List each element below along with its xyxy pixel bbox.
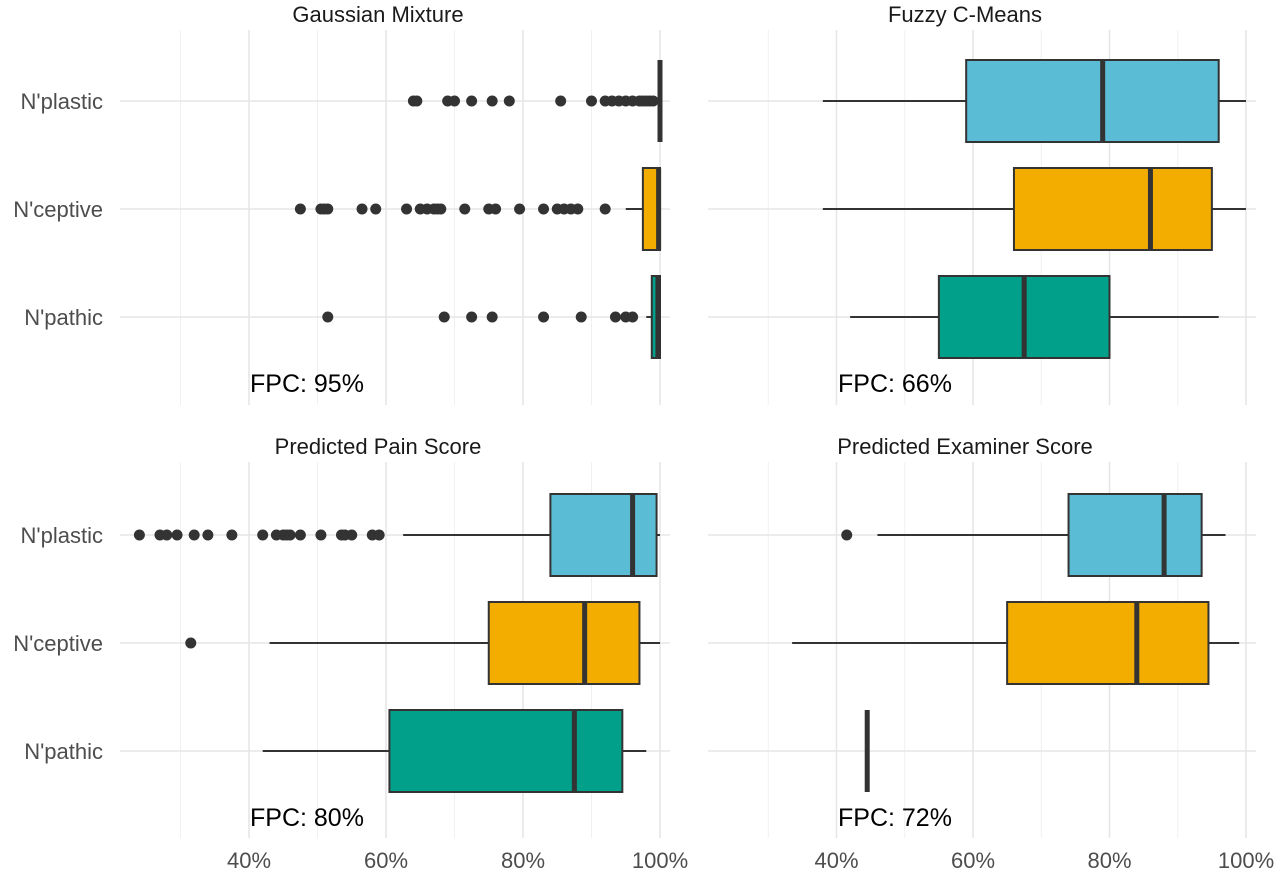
outlier-point[interactable] [438,311,450,323]
x-tick-label: 80% [1087,848,1131,873]
outlier-point[interactable] [346,529,358,541]
outlier-point[interactable] [401,203,413,215]
x-tick-label: 100% [1218,848,1274,873]
outlier-point[interactable] [486,95,498,107]
outlier-point[interactable] [575,311,587,323]
outlier-point[interactable] [459,203,471,215]
outlier-point[interactable] [294,203,306,215]
category-label: N'ceptive [13,197,103,222]
box-iqr[interactable] [388,709,624,793]
fpc-annotation: FPC: 95% [250,370,364,398]
x-tick-label: 60% [951,848,995,873]
panel-title: Gaussian Mixture [292,2,463,27]
outlier-point[interactable] [538,311,550,323]
outlier-point[interactable] [647,95,659,107]
outlier-point[interactable] [503,95,515,107]
outlier-point[interactable] [373,529,385,541]
outlier-point[interactable] [161,529,173,541]
box-iqr[interactable] [549,493,658,577]
outlier-point[interactable] [257,529,269,541]
outlier-point[interactable] [370,203,382,215]
category-label: N'plastic [21,523,103,548]
outlier-point[interactable] [322,203,334,215]
outlier-point[interactable] [356,203,368,215]
x-tick-label: 40% [227,848,271,873]
outlier-point[interactable] [449,95,460,107]
outlier-point[interactable] [294,529,306,541]
outlier-point[interactable] [202,529,214,541]
x-tick-label: 40% [814,848,858,873]
x-tick-label: 80% [501,848,545,873]
outlier-point[interactable] [514,203,526,215]
x-tick-label: 60% [364,848,408,873]
x-tick-label: 100% [632,848,688,873]
outlier-point[interactable] [466,311,478,323]
fpc-annotation: FPC: 66% [838,370,952,398]
outlier-point[interactable] [627,311,639,323]
box-iqr[interactable] [965,59,1220,143]
outlier-point[interactable] [284,529,296,541]
outlier-point[interactable] [490,203,502,215]
outlier-point[interactable] [188,529,200,541]
fpc-annotation: FPC: 72% [838,804,952,832]
outlier-point[interactable] [226,529,238,541]
outlier-point[interactable] [466,95,478,107]
box-iqr[interactable] [1067,493,1203,577]
outlier-point[interactable] [572,203,584,215]
box-iqr[interactable] [1006,601,1210,685]
outlier-point[interactable] [435,203,447,215]
category-label: N'pathic [24,739,103,764]
panel-title: Predicted Examiner Score [837,434,1093,459]
outlier-point[interactable] [555,95,567,107]
panel-title: Fuzzy C-Means [888,2,1042,27]
outlier-point[interactable] [133,529,145,541]
category-label: N'pathic [24,305,103,330]
fpc-annotation: FPC: 80% [250,804,364,832]
outlier-point[interactable] [599,203,611,215]
category-label: N'plastic [21,89,103,114]
outlier-point[interactable] [841,529,853,541]
outlier-point[interactable] [171,529,183,541]
outlier-point[interactable] [411,95,423,107]
outlier-point[interactable] [486,311,498,323]
box-iqr[interactable] [1012,167,1213,251]
box-iqr[interactable] [487,601,641,685]
outlier-point[interactable] [322,311,334,323]
outlier-point[interactable] [315,529,327,541]
outlier-point[interactable] [586,95,597,107]
outlier-point[interactable] [609,311,621,323]
category-label: N'ceptive [13,631,103,656]
panel-title: Predicted Pain Score [275,434,482,459]
outlier-point[interactable] [185,637,197,649]
outlier-point[interactable] [538,203,550,215]
